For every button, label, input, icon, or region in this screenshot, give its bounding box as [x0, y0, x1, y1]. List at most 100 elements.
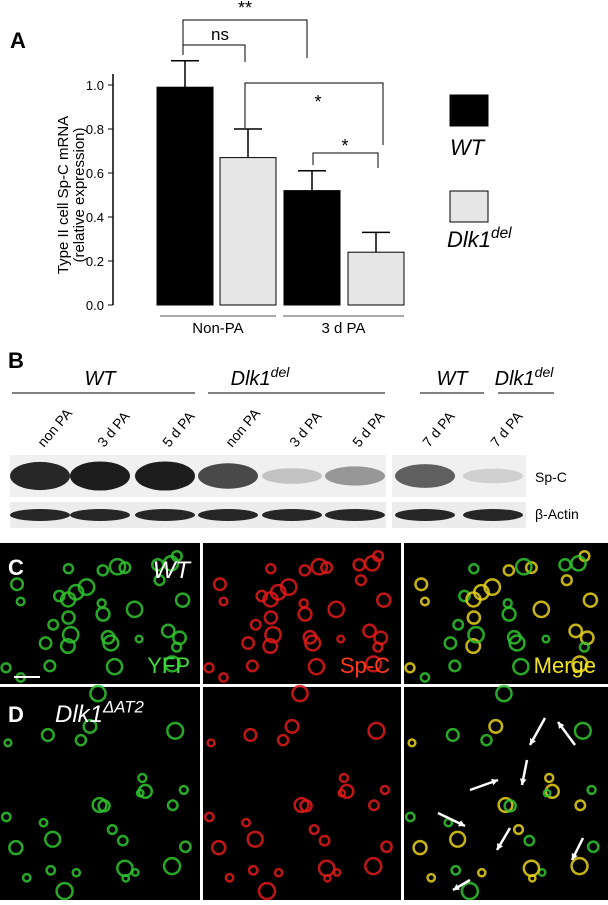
- significance-bracket: [312, 152, 379, 168]
- y-tick-label: 0.6: [86, 166, 104, 181]
- bar: [219, 157, 277, 306]
- micrograph: [0, 687, 200, 900]
- cell: [508, 634, 526, 652]
- significance-label: *: [341, 136, 348, 156]
- bar: [283, 190, 341, 306]
- cell: [310, 557, 329, 576]
- cell: [45, 864, 57, 876]
- micrograph: [203, 687, 401, 900]
- cell: [247, 864, 259, 876]
- cell: [560, 574, 573, 587]
- cell: [96, 564, 110, 577]
- cell: [203, 662, 215, 674]
- cell: [241, 636, 256, 651]
- cell: [419, 672, 431, 683]
- label-superscript: del: [535, 364, 555, 380]
- cell: [445, 727, 460, 743]
- cell: [116, 859, 134, 878]
- lane-label: 5 d PA: [349, 408, 388, 450]
- arrow-head: [519, 778, 527, 785]
- cell: [367, 799, 380, 812]
- cell: [293, 796, 310, 814]
- cell: [327, 600, 346, 619]
- significance-label: ns: [211, 25, 229, 44]
- y-tick-label: 0.0: [86, 298, 104, 313]
- cell: [299, 799, 313, 813]
- band: [10, 509, 70, 521]
- y-axis-label: Type II cell Sp-C mRNA: [55, 116, 72, 274]
- cell: [265, 562, 277, 575]
- channel-label: YFP: [147, 653, 190, 678]
- cell: [38, 817, 49, 828]
- cell: [8, 839, 24, 856]
- cell: [0, 811, 12, 823]
- cell: [448, 830, 467, 848]
- label: Dlk1del: [447, 225, 512, 252]
- cell: [465, 591, 482, 608]
- cell: [106, 823, 118, 836]
- label-text: Dlk1: [495, 368, 535, 390]
- cell: [262, 591, 279, 608]
- cell: [255, 589, 269, 603]
- cell: [501, 606, 517, 622]
- band: [70, 461, 130, 491]
- arrow-head: [453, 883, 460, 890]
- label: Dlk1del: [231, 364, 291, 390]
- arrow-head: [558, 722, 565, 729]
- cell: [279, 578, 298, 596]
- cell: [372, 641, 384, 653]
- cell: [364, 856, 383, 876]
- cell: [448, 659, 462, 673]
- cell: [514, 557, 533, 576]
- cell: [291, 684, 309, 703]
- cell: [166, 799, 179, 812]
- lane-label: 5 d PA: [159, 408, 198, 450]
- legend-swatch: [449, 190, 489, 223]
- band: [395, 464, 455, 488]
- cell: [276, 733, 290, 747]
- band: [198, 463, 258, 489]
- cell: [586, 840, 600, 854]
- cell: [582, 592, 599, 608]
- cell: [178, 784, 189, 796]
- cell: [59, 591, 77, 608]
- arrow-head: [491, 778, 498, 786]
- cell: [502, 564, 516, 577]
- cell: [419, 596, 430, 607]
- cell: [407, 738, 417, 748]
- legend-label: WT: [450, 135, 486, 160]
- cell: [512, 823, 525, 836]
- x-tick-label: 3 d PA: [322, 320, 366, 337]
- cell: [257, 881, 277, 901]
- cell: [570, 554, 587, 572]
- cell: [412, 839, 428, 856]
- cell: [297, 606, 313, 622]
- cell: [95, 606, 111, 622]
- cell: [263, 610, 279, 625]
- cell: [483, 578, 502, 596]
- cell: [135, 788, 145, 798]
- row-label: Sp-C: [535, 469, 567, 485]
- cell: [38, 636, 53, 651]
- y-tick-label: 0.8: [86, 122, 104, 137]
- cell: [450, 864, 462, 876]
- cell: [542, 788, 552, 798]
- cell: [105, 657, 124, 676]
- cell: [336, 634, 346, 644]
- channel-label: Merge: [534, 653, 596, 678]
- cell: [308, 823, 320, 836]
- cell: [304, 634, 322, 652]
- cell: [364, 655, 383, 673]
- significance-label: *: [314, 92, 321, 112]
- cell: [47, 618, 60, 631]
- panel-label: A: [10, 28, 26, 53]
- cell: [74, 733, 88, 747]
- cell: [298, 564, 312, 577]
- label-text: Dlk1: [447, 227, 491, 252]
- cell: [337, 788, 347, 798]
- cell: [203, 811, 215, 823]
- cell: [503, 799, 517, 813]
- cell: [452, 618, 465, 631]
- cell: [480, 733, 493, 747]
